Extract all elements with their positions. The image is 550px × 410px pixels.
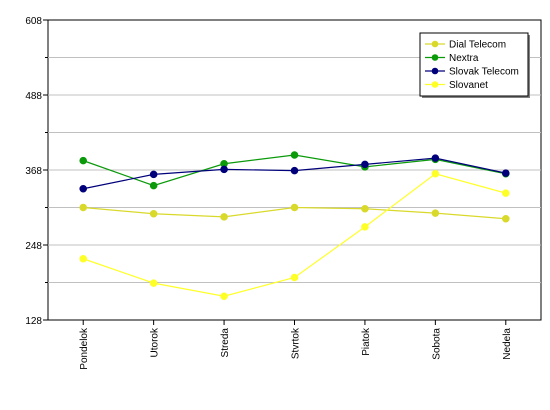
data-point [79,254,88,263]
y-tick-label: 608 [25,16,42,27]
x-tick-label: Sobota [431,328,442,360]
data-point [290,203,299,212]
x-tick-label: Piatok [361,327,372,356]
data-point [290,273,299,282]
legend-label: Slovak Telecom [449,67,519,78]
y-tick-label: 248 [25,241,42,252]
legend: Dial Telecom Nextra Slovak Telecom Slovanet [419,32,530,98]
data-point [501,169,510,177]
data-point [149,181,158,190]
series-group [79,203,510,223]
x-tick-label: Stvrtok [291,327,302,359]
data-point [501,189,510,197]
y-tick-label: 368 [25,166,42,177]
data-point [431,154,440,162]
series-group [79,169,510,301]
data-point [79,184,88,193]
series-layer [79,151,510,301]
data-point [290,166,299,175]
data-point [220,213,228,221]
data-point [79,203,88,212]
data-point [149,209,158,218]
data-point [501,214,510,223]
y-tick-label: 488 [25,91,42,102]
legend-marker [431,40,439,48]
x-tick-label: Nedela [502,328,513,360]
legend-label: Dial Telecom [449,40,506,51]
data-point [431,209,440,217]
legend-marker [431,81,439,88]
data-point [431,169,440,178]
data-point [290,151,299,159]
data-point [220,292,228,301]
x-tick-label: Utorok [150,327,161,357]
axes: 128 248 368 488 608 Pondelok Utorok Streda Stvrt… [25,16,512,370]
legend-label: Nextra [449,53,479,64]
legend-marker [431,54,439,61]
legend-marker [431,67,439,75]
data-point [220,165,228,174]
x-tick-label: Pondelok [79,327,90,370]
data-point [361,204,369,213]
data-point [149,170,158,179]
data-point [361,223,369,231]
y-tick-label: 128 [25,316,42,327]
legend-label: Slovanet [449,80,488,91]
data-point [79,156,88,165]
data-point [361,160,369,169]
data-point [149,279,158,287]
x-tick-label: Streda [220,328,231,358]
series-group [79,154,510,193]
